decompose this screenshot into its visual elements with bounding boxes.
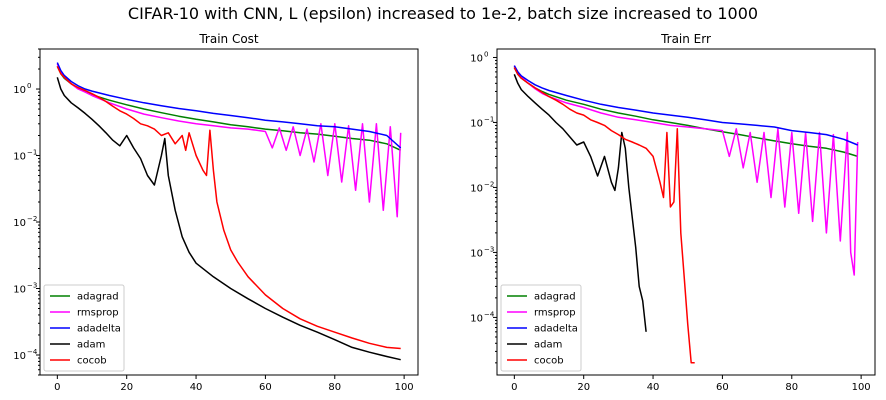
panel-title: Train Err [660,32,711,46]
legend-label-adadelta: adadelta [77,324,121,335]
y-tick-label: 10 [13,152,26,163]
legend-label-adam: adam [77,340,105,351]
panel-title: Train Cost [198,32,259,46]
y-tick-exponent: −2 [484,180,494,188]
legend-label-adagrad: adagrad [77,292,119,303]
legend-label-rmsprop: rmsprop [534,308,576,319]
series-line-rmsprop [56,63,402,218]
y-tick-label: 10 [13,85,26,96]
plot-frame [496,48,876,376]
legend-label-cocob: cocob [534,356,564,367]
legend-label-adadelta: adadelta [534,324,578,335]
x-tick-label: 0 [511,382,517,393]
y-tick-exponent: 0 [27,82,31,90]
y-tick-exponent: −3 [27,281,37,289]
legend-label-rmsprop: rmsprop [77,308,119,319]
plot-frame [39,48,419,376]
x-tick-label: 80 [328,382,341,393]
series-line-adam [56,77,401,361]
legend-label-cocob: cocob [77,356,107,367]
y-tick-label: 10 [470,248,483,259]
series-line-adadelta [513,65,858,146]
x-tick-label: 20 [120,382,133,393]
y-tick-label: 10 [13,351,26,362]
legend-label-adam: adam [534,340,562,351]
x-tick-label: 40 [190,382,203,393]
y-tick-label: 10 [13,284,26,295]
y-tick-exponent: −3 [484,245,494,253]
x-tick-label: 80 [785,382,798,393]
y-tick-label: 10 [470,313,483,324]
legend-box [43,284,125,372]
x-tick-label: 20 [577,382,590,393]
legend-box [500,284,582,372]
series-line-cocob [56,65,401,350]
y-tick-label: 10 [13,218,26,229]
x-tick-label: 60 [259,382,272,393]
y-tick-exponent: −2 [27,215,37,223]
y-tick-exponent: −4 [27,348,38,356]
legend-label-adagrad: adagrad [534,292,576,303]
y-tick-label: 10 [470,183,483,194]
x-tick-label: 60 [716,382,729,393]
x-tick-label: 40 [647,382,660,393]
series-line-adam [513,74,647,332]
y-tick-label: 10 [470,118,483,129]
figure-title: CIFAR-10 with CNN, L (epsilon) increased… [127,4,759,23]
series-line-cocob [513,67,695,364]
y-tick-exponent: −4 [484,310,495,318]
y-tick-label: 10 [470,53,483,64]
series-line-adadelta [56,62,402,149]
y-tick-exponent: −1 [27,149,37,157]
x-tick-label: 100 [395,382,414,393]
x-tick-label: 0 [54,382,60,393]
series-line-rmsprop [513,65,859,276]
y-tick-exponent: −1 [484,115,494,123]
x-tick-label: 100 [852,382,871,393]
y-tick-exponent: 0 [484,50,488,58]
